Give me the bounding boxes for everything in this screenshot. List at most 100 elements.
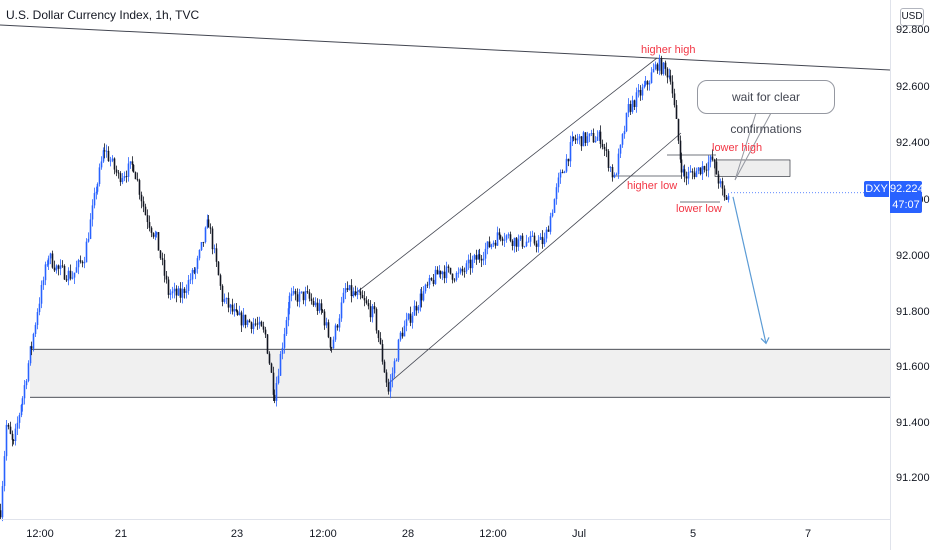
candle-body bbox=[113, 158, 116, 170]
candle-body bbox=[254, 323, 257, 325]
candle-body bbox=[0, 510, 2, 518]
candle-body bbox=[574, 138, 577, 141]
candle-body bbox=[264, 329, 267, 335]
candle-body bbox=[250, 322, 253, 329]
candle-body bbox=[159, 250, 162, 259]
x-tick-label: 28 bbox=[401, 528, 415, 540]
candle-body bbox=[240, 312, 243, 326]
candle-body bbox=[323, 311, 326, 326]
candle-body bbox=[59, 265, 62, 269]
candle-body bbox=[486, 241, 489, 249]
candle-body bbox=[65, 279, 68, 281]
candle-body bbox=[334, 325, 337, 340]
candle-body bbox=[389, 380, 392, 392]
candle-body bbox=[81, 261, 84, 264]
candle-body bbox=[344, 288, 347, 293]
candle-body bbox=[71, 277, 74, 279]
candle-body bbox=[441, 271, 444, 275]
candle-body bbox=[273, 394, 276, 401]
candle-body bbox=[57, 265, 60, 269]
candle-body bbox=[537, 239, 540, 247]
candle-body bbox=[383, 361, 386, 373]
projection-arrow-head bbox=[760, 337, 770, 345]
candle-body bbox=[316, 302, 319, 311]
candle-body bbox=[47, 258, 50, 265]
candle-body bbox=[248, 320, 251, 323]
candle-body bbox=[100, 161, 103, 168]
currency-button[interactable]: USD bbox=[900, 8, 924, 26]
candle-body bbox=[503, 239, 506, 241]
candle-body bbox=[428, 277, 431, 285]
candle-body bbox=[646, 81, 649, 85]
candle-body bbox=[677, 119, 680, 141]
candle-body bbox=[348, 285, 351, 290]
candle-body bbox=[320, 303, 323, 311]
candle-body bbox=[246, 320, 249, 325]
candle-body bbox=[352, 291, 355, 297]
candle-body bbox=[393, 361, 396, 374]
candle-body bbox=[687, 172, 690, 179]
candle-body bbox=[436, 269, 439, 275]
candle-body bbox=[499, 235, 502, 239]
candle-body bbox=[73, 272, 76, 278]
candle-body bbox=[419, 293, 422, 308]
projection-arrow-line bbox=[732, 196, 767, 344]
candle-body bbox=[95, 191, 98, 194]
candle-body bbox=[235, 309, 238, 312]
candle-body bbox=[132, 164, 135, 173]
candle-body bbox=[447, 266, 450, 268]
annotation-lower-high: lower high bbox=[712, 142, 763, 154]
candle-body bbox=[623, 131, 626, 135]
candle-body bbox=[633, 100, 636, 107]
candle-body bbox=[252, 323, 255, 329]
candle-body bbox=[465, 263, 468, 272]
candle-body bbox=[385, 372, 388, 383]
candle-body bbox=[173, 288, 176, 292]
candle-body bbox=[350, 285, 353, 297]
candle-body bbox=[18, 415, 21, 423]
candle-body bbox=[477, 254, 480, 260]
x-tick-label: 5 bbox=[689, 528, 697, 540]
candle-body bbox=[227, 297, 230, 308]
callout-note[interactable]: wait for clear confirmations bbox=[697, 80, 835, 136]
candle-body bbox=[140, 194, 143, 202]
candle-body bbox=[332, 339, 335, 349]
candle-body bbox=[535, 243, 538, 247]
candle-body bbox=[79, 260, 82, 262]
candle-body bbox=[387, 382, 390, 392]
candle-body bbox=[725, 197, 728, 200]
candle-body bbox=[519, 235, 522, 240]
candle-body bbox=[443, 271, 446, 279]
candle-body bbox=[666, 68, 669, 78]
candle-body bbox=[439, 270, 442, 275]
candle-body bbox=[290, 293, 293, 296]
candle-body bbox=[283, 333, 286, 348]
candle-body bbox=[127, 163, 130, 177]
candle-body bbox=[342, 292, 345, 303]
candle-body bbox=[457, 272, 460, 274]
candle-body bbox=[177, 288, 180, 296]
candle-body bbox=[541, 236, 544, 245]
candle-body bbox=[671, 81, 674, 94]
candle-body bbox=[494, 242, 497, 246]
y-tick-label: 92.800 bbox=[896, 24, 930, 36]
candle-body bbox=[354, 291, 357, 296]
candle-body bbox=[527, 241, 530, 243]
candle-body bbox=[525, 241, 528, 247]
candle-body bbox=[175, 288, 178, 296]
x-tick-label: 12:00 bbox=[309, 528, 337, 540]
candle-body bbox=[119, 173, 122, 183]
candle-body bbox=[27, 363, 30, 381]
candle-body bbox=[565, 158, 568, 172]
candle-body bbox=[154, 234, 157, 237]
candle-body bbox=[559, 172, 562, 178]
candle-body bbox=[658, 58, 661, 71]
candle-body bbox=[613, 174, 616, 178]
candle-body bbox=[449, 267, 452, 274]
last-price: 92.224 bbox=[890, 183, 924, 195]
candle-body bbox=[511, 240, 514, 247]
candle-body bbox=[109, 160, 112, 162]
y-tick-label: 91.600 bbox=[896, 361, 930, 373]
